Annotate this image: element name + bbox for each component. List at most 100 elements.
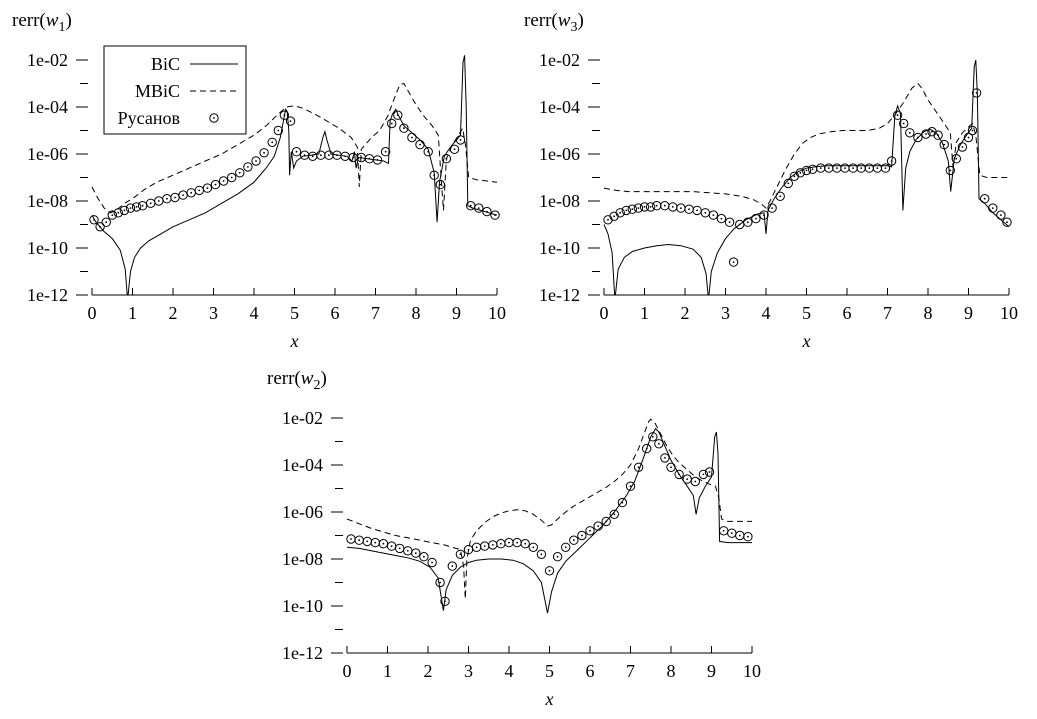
rusanov-marker-dot bbox=[453, 148, 456, 151]
rusanov-marker-dot bbox=[374, 541, 377, 544]
rusanov-marker-dot bbox=[581, 534, 583, 537]
rusanov-marker bbox=[617, 497, 628, 508]
rusanov-marker-dot bbox=[111, 214, 114, 217]
rusanov-marker-dot bbox=[663, 204, 666, 207]
rusanov-marker bbox=[435, 179, 445, 190]
rusanov-marker-dot bbox=[605, 520, 608, 523]
rusanov-marker bbox=[235, 168, 245, 178]
rusanov-marker-dot bbox=[411, 136, 413, 139]
rusanov-marker-dot bbox=[787, 182, 790, 185]
rusanov-marker-dot bbox=[516, 541, 518, 544]
rusanov-marker bbox=[415, 139, 425, 150]
rusanov-marker-dot bbox=[93, 218, 95, 221]
rusanov-marker-dot bbox=[694, 480, 697, 483]
x-tick-label: 2 bbox=[424, 661, 433, 681]
rusanov-marker-dot bbox=[222, 180, 225, 182]
series-bic-line bbox=[346, 427, 752, 614]
rusanov-marker bbox=[801, 165, 812, 176]
rusanov-marker-dot bbox=[451, 565, 454, 567]
rusanov-marker-dot bbox=[277, 129, 280, 132]
x-tick-label: 8 bbox=[924, 303, 933, 323]
rusanov-marker-dot bbox=[382, 542, 385, 545]
rusanov-marker-dot bbox=[564, 546, 567, 549]
rusanov-marker bbox=[892, 110, 903, 120]
rusanov-marker bbox=[913, 132, 923, 143]
rusanov-marker-dot bbox=[991, 207, 994, 210]
rusanov-marker-dot bbox=[344, 155, 346, 158]
x-tick-label: 8 bbox=[412, 303, 421, 323]
rusanov-marker-dot bbox=[805, 169, 808, 172]
rusanov-marker bbox=[1002, 217, 1012, 227]
rusanov-marker bbox=[267, 137, 277, 148]
rusanov-marker-dot bbox=[868, 167, 871, 170]
series-mbic-line bbox=[346, 418, 752, 599]
rusanov-marker-dot bbox=[303, 154, 306, 157]
rusanov-marker-dot bbox=[943, 143, 946, 146]
x-tick-label: 10 bbox=[1000, 303, 1018, 323]
rusanov-marker bbox=[89, 215, 99, 225]
y-tick-label: 1e-06 bbox=[27, 144, 68, 164]
rusanov-marker bbox=[767, 203, 777, 213]
x-axis-title: x bbox=[802, 331, 811, 351]
rusanov-marker-dot bbox=[263, 151, 265, 154]
rusanov-marker-dot bbox=[117, 211, 120, 214]
rusanov-marker-dot bbox=[629, 485, 632, 488]
rusanov-marker-dot bbox=[844, 167, 846, 170]
rusanov-marker-dot bbox=[955, 157, 958, 160]
rusanov-marker-dot bbox=[755, 217, 757, 220]
rusanov-marker bbox=[429, 170, 439, 180]
x-tick-label: 2 bbox=[681, 303, 690, 323]
rusanov-marker-dot bbox=[625, 209, 628, 212]
rusanov-marker-dot bbox=[637, 466, 640, 469]
rusanov-marker-dot bbox=[1006, 221, 1008, 224]
rusanov-marker bbox=[704, 467, 715, 477]
rusanov-marker-dot bbox=[983, 197, 986, 200]
x-tick-label: 7 bbox=[626, 661, 635, 681]
rusanov-marker-dot bbox=[649, 206, 652, 208]
y-tick-label: 1e-04 bbox=[282, 455, 323, 475]
rusanov-marker bbox=[690, 476, 700, 487]
rusanov-marker-dot bbox=[141, 204, 144, 207]
rusanov-marker-dot bbox=[908, 131, 911, 134]
rusanov-marker bbox=[95, 222, 105, 232]
rusanov-marker bbox=[387, 118, 397, 129]
rusanov-marker-dot bbox=[403, 127, 405, 130]
rusanov-marker bbox=[886, 156, 897, 166]
y-tick-label: 1e-04 bbox=[27, 97, 68, 117]
rusanov-marker-dot bbox=[366, 540, 369, 543]
rusanov-marker-dot bbox=[198, 189, 201, 192]
x-tick-label: 9 bbox=[707, 661, 716, 681]
rusanov-marker bbox=[423, 147, 433, 157]
rusanov-marker bbox=[609, 509, 619, 520]
rusanov-marker-dot bbox=[658, 442, 660, 445]
rusanov-marker bbox=[520, 539, 530, 549]
chart-svg: rerr(w2) 0 1 2 3 4 5 6 7 8 9 10 x 1e-02 1e-04 1e-06 1e-0… bbox=[267, 368, 761, 709]
rusanov-marker-dot bbox=[680, 207, 682, 210]
rusanov-marker-dot bbox=[728, 221, 731, 224]
rusanov-marker-dot bbox=[540, 553, 543, 556]
rusanov-marker-dot bbox=[631, 208, 634, 211]
rusanov-marker-dot bbox=[712, 214, 715, 217]
rusanov-marker bbox=[728, 257, 739, 267]
rusanov-marker-dot bbox=[230, 176, 233, 179]
rusanov-marker-dot bbox=[730, 532, 733, 535]
rusanov-marker-dot bbox=[613, 215, 615, 218]
rusanov-marker-dot bbox=[597, 525, 599, 527]
rusanov-marker bbox=[447, 561, 458, 571]
chart-svg: rerr(w1) 0 1 2 3 4 5 6 7 8 9 10 x 1e-02 1e-04 1e-06 1e-0… bbox=[12, 10, 506, 351]
rusanov-marker-dot bbox=[390, 122, 393, 125]
rusanov-marker bbox=[951, 154, 961, 164]
y-tick-label: 1e-08 bbox=[27, 191, 68, 211]
rusanov-marker bbox=[107, 210, 118, 220]
series-bic-line bbox=[91, 55, 498, 295]
rusanov-marker-dot bbox=[651, 435, 654, 438]
rusanov-marker bbox=[441, 154, 452, 164]
y-tick-label: 1e-10 bbox=[282, 596, 323, 616]
x-tick-label: 5 bbox=[802, 303, 811, 323]
rusanov-marker bbox=[455, 549, 466, 560]
rusanov-marker bbox=[227, 172, 237, 183]
rusanov-marker-dot bbox=[819, 167, 822, 170]
rusanov-marker-dot bbox=[500, 542, 502, 545]
rusanov-marker bbox=[259, 148, 269, 158]
